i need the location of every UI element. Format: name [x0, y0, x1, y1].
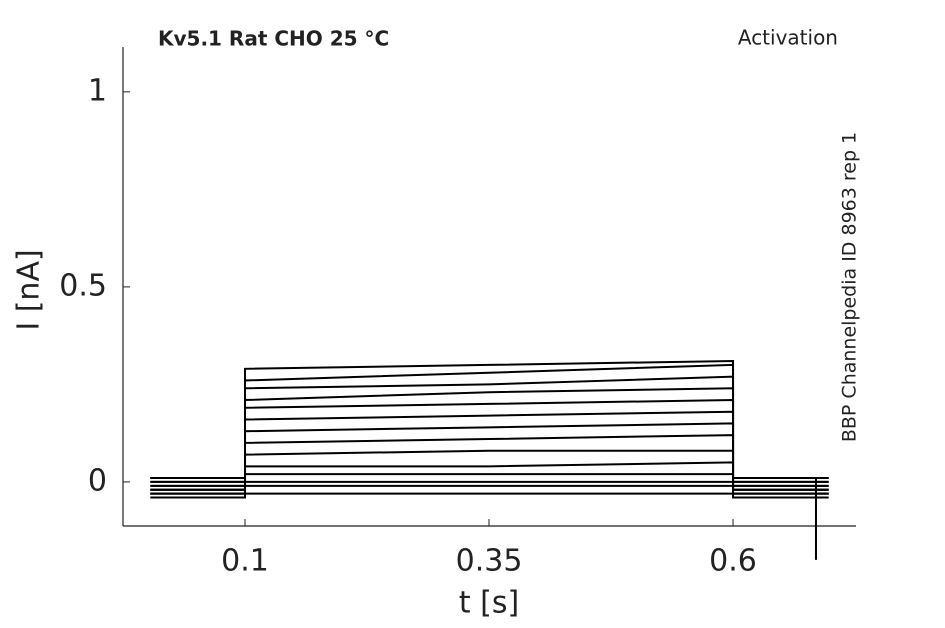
- trace: [150, 461, 829, 480]
- y-tick-label: 1: [88, 73, 107, 108]
- x-tick-label: 0.35: [456, 544, 523, 579]
- side-label: BBP Channelpedia ID 8963 rep 1: [839, 132, 861, 442]
- trace: [150, 410, 829, 480]
- y-tick-label: 0.5: [59, 268, 107, 303]
- y-tick-label: 0: [88, 463, 107, 498]
- trace: [150, 492, 829, 499]
- x-axis-label: t [s]: [459, 586, 519, 621]
- trace: [150, 449, 829, 495]
- x-tick-label: 0.6: [709, 544, 757, 579]
- trace: [150, 422, 829, 491]
- trace: [150, 473, 829, 487]
- trace: [150, 484, 829, 495]
- trace: [150, 359, 817, 560]
- x-tick-label: 0.1: [221, 544, 269, 579]
- chart-title: Kv5.1 Rat CHO 25 °C: [158, 27, 389, 51]
- trace: [150, 375, 829, 491]
- annotation: Activation: [738, 26, 838, 50]
- y-axis-label: I [nA]: [12, 249, 47, 330]
